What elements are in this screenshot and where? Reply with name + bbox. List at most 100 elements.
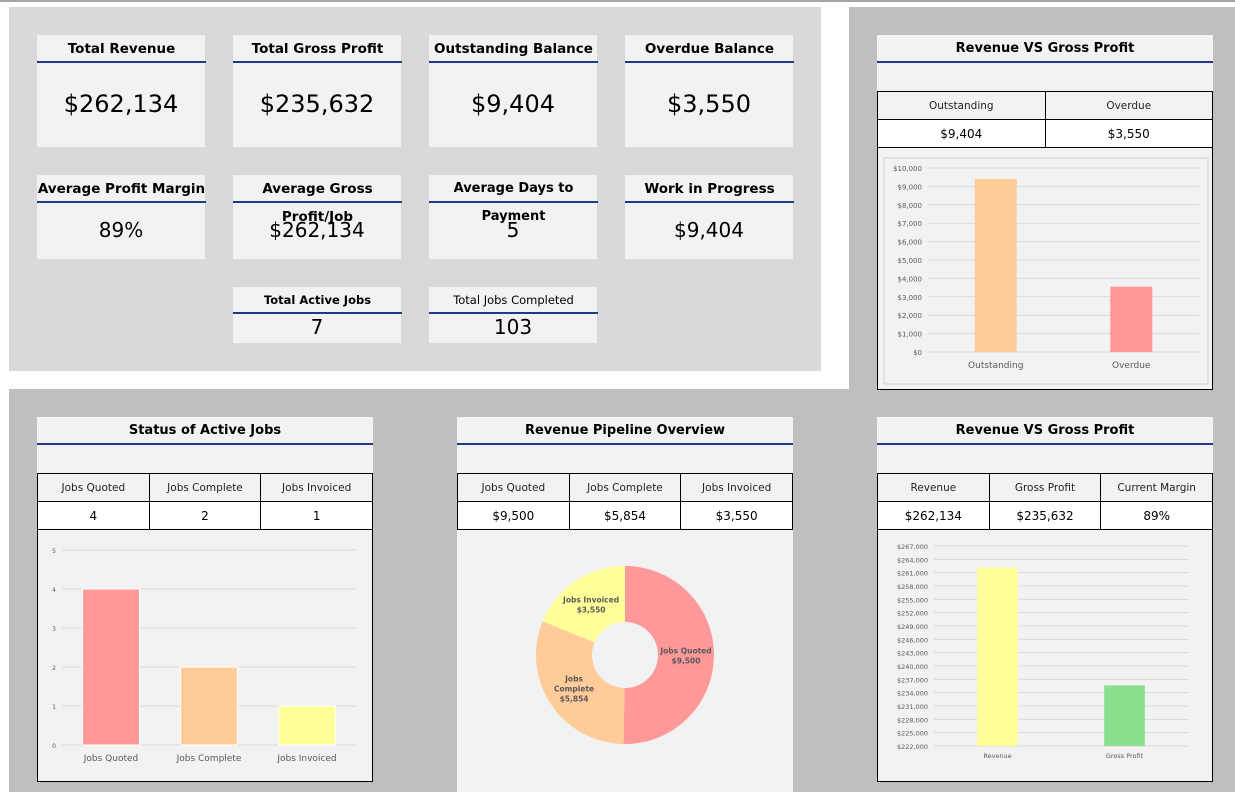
kpi-work-in-progress: Work in Progress $9,404 <box>625 175 794 259</box>
y-tick-label: $4,000 <box>898 275 923 283</box>
table-value-row: $9,404 $3,550 <box>877 119 1213 148</box>
donut-slice <box>536 621 625 744</box>
kpi-value: $3,550 <box>667 90 751 118</box>
table-value-row: 4 2 1 <box>37 501 373 530</box>
y-tick-label: $1,000 <box>898 331 923 339</box>
table-value-cell: $9,500 <box>457 501 570 530</box>
y-tick-label: $228,000 <box>897 716 928 724</box>
kpi-label: Overdue Balance <box>625 35 794 63</box>
outstanding-overdue-chart-box: $0 $1,000 $2,000 $3,000 $4,000 $5,000 $6,000 $7… <box>877 148 1213 390</box>
slice-label: $3,550 <box>577 605 606 614</box>
kpi-value: 89% <box>98 218 144 242</box>
slice-label: $5,854 <box>560 695 589 704</box>
kpi-value: $235,632 <box>259 90 375 118</box>
table-header-cell: Current Margin <box>1100 473 1213 502</box>
slice-label: Jobs Quoted <box>659 646 711 655</box>
table-value-cell: 1 <box>260 501 373 530</box>
table-header-cell: Jobs Complete <box>568 473 682 502</box>
card-outstanding-overdue: Revenue VS Gross Profit <box>877 35 1213 91</box>
table-value-cell: 4 <box>37 501 150 530</box>
kpi-total-gross-profit: Total Gross Profit $235,632 <box>233 35 402 147</box>
y-tick-label: $246,000 <box>897 636 928 644</box>
y-tick-label: 3 <box>52 626 56 633</box>
y-tick-label: 5 <box>52 548 56 555</box>
y-tick-label: $225,000 <box>897 730 928 738</box>
kpi-value: $9,404 <box>471 90 555 118</box>
bar <box>82 588 140 746</box>
summary-table: Revenue Gross Profit Current Margin $262… <box>877 473 1213 530</box>
slice-label: Jobs <box>564 675 583 684</box>
table-header-cell: Jobs Invoiced <box>260 473 373 502</box>
summary-table: Jobs Quoted Jobs Complete Jobs Invoiced … <box>37 473 373 530</box>
table-header-cell: Jobs Invoiced <box>680 473 793 502</box>
kpi-label: Total Gross Profit <box>233 35 402 63</box>
x-category-label: Jobs Complete <box>176 754 242 764</box>
y-tick-label: $0 <box>913 349 922 357</box>
table-header-cell: Outstanding <box>877 91 1046 120</box>
y-tick-label: 0 <box>52 743 56 750</box>
kpi-label: Work in Progress <box>625 175 794 203</box>
kpi-overdue-balance: Overdue Balance $3,550 <box>625 35 794 147</box>
x-category-label: Jobs Quoted <box>83 754 139 764</box>
y-tick-label: $6,000 <box>898 239 923 247</box>
chart-frame <box>883 157 1209 385</box>
y-tick-label: $255,000 <box>897 596 928 604</box>
kpi-total-revenue: Total Revenue $262,134 <box>37 35 206 147</box>
card-outstanding-overdue-table: Outstanding Overdue $9,404 $3,550 <box>877 91 1213 148</box>
y-tick-label: $258,000 <box>897 583 928 591</box>
card-pipeline: Revenue Pipeline Overview <box>457 417 793 473</box>
table-value-cell: $235,632 <box>988 501 1102 530</box>
card-title: Revenue VS Gross Profit <box>877 35 1213 63</box>
table-value-cell: $9,404 <box>877 119 1046 148</box>
y-tick-label: $7,000 <box>898 220 923 228</box>
table-value-row: $9,500 $5,854 $3,550 <box>457 501 793 530</box>
table-header-row: Outstanding Overdue <box>877 91 1213 120</box>
kpi-label: Average Gross Profit/Job <box>233 175 402 225</box>
y-tick-label: $9,000 <box>898 183 923 191</box>
x-category-label: Jobs Invoiced <box>276 754 336 764</box>
kpi-label: Total Jobs Completed <box>429 287 598 314</box>
x-category-label: Revenue <box>983 752 1011 760</box>
kpi-label: Total Revenue <box>37 35 206 63</box>
kpi-label: Outstanding Balance <box>429 35 598 63</box>
revenue-profit-chart-box: $222,000 $225,000 $228,000 $231,000 $234,000… <box>877 530 1213 782</box>
table-header-row: Revenue Gross Profit Current Margin <box>877 473 1213 502</box>
active-jobs-chart: 0 1 2 3 4 5 Jobs Quoted Jobs Complete Jobs Invoi… <box>52 548 356 764</box>
kpi-value: 103 <box>493 315 533 339</box>
pipeline-chart-box: Jobs Quoted $9,500 Jobs Complete $5,854 Jobs … <box>457 530 793 792</box>
kpi-label: Average Days to Payment <box>429 175 598 224</box>
y-tick-label: $267,000 <box>897 543 928 551</box>
table-header-cell: Overdue <box>1044 91 1213 120</box>
y-tick-label: 4 <box>52 587 56 594</box>
summary-table: Outstanding Overdue $9,404 $3,550 <box>877 91 1213 148</box>
y-tick-label: $8,000 <box>898 202 923 210</box>
table-header-cell: Jobs Quoted <box>37 473 150 502</box>
y-tick-label: $240,000 <box>897 663 928 671</box>
donut-slice <box>542 566 625 643</box>
x-category-label: Outstanding <box>968 361 1023 371</box>
kpi-value: 5 <box>506 218 520 242</box>
kpi-value: 7 <box>310 315 324 339</box>
kpi-value: $9,404 <box>674 218 744 242</box>
kpi-value: $262,134 <box>63 90 179 118</box>
y-tick-label: $261,000 <box>897 570 928 578</box>
y-tick-label: $222,000 <box>897 743 928 751</box>
y-tick-label: $234,000 <box>897 690 928 698</box>
y-tick-label: 1 <box>52 704 56 711</box>
card-revenue-profit: Revenue VS Gross Profit <box>877 417 1213 473</box>
y-tick-label: $231,000 <box>897 703 928 711</box>
table-value-row: $262,134 $235,632 89% <box>877 501 1213 530</box>
kpi-total-jobs-completed: Total Jobs Completed 103 <box>429 287 598 343</box>
bar <box>180 666 238 746</box>
kpi-avg-days-to-payment: Average Days to Payment 5 <box>429 175 598 259</box>
bar <box>1110 286 1153 352</box>
slice-label: $9,500 <box>672 656 701 665</box>
card-active-jobs-table: Jobs Quoted Jobs Complete Jobs Invoiced … <box>37 473 373 530</box>
table-header-row: Jobs Quoted Jobs Complete Jobs Invoiced <box>457 473 793 502</box>
table-value-cell: 2 <box>148 501 262 530</box>
table-header-row: Jobs Quoted Jobs Complete Jobs Invoiced <box>37 473 373 502</box>
kpi-label: Total Active Jobs <box>233 287 402 314</box>
active-jobs-chart-box: 0 1 2 3 4 5 Jobs Quoted Jobs Complete Jobs Invoi… <box>37 530 373 782</box>
summary-table: Jobs Quoted Jobs Complete Jobs Invoiced … <box>457 473 793 530</box>
